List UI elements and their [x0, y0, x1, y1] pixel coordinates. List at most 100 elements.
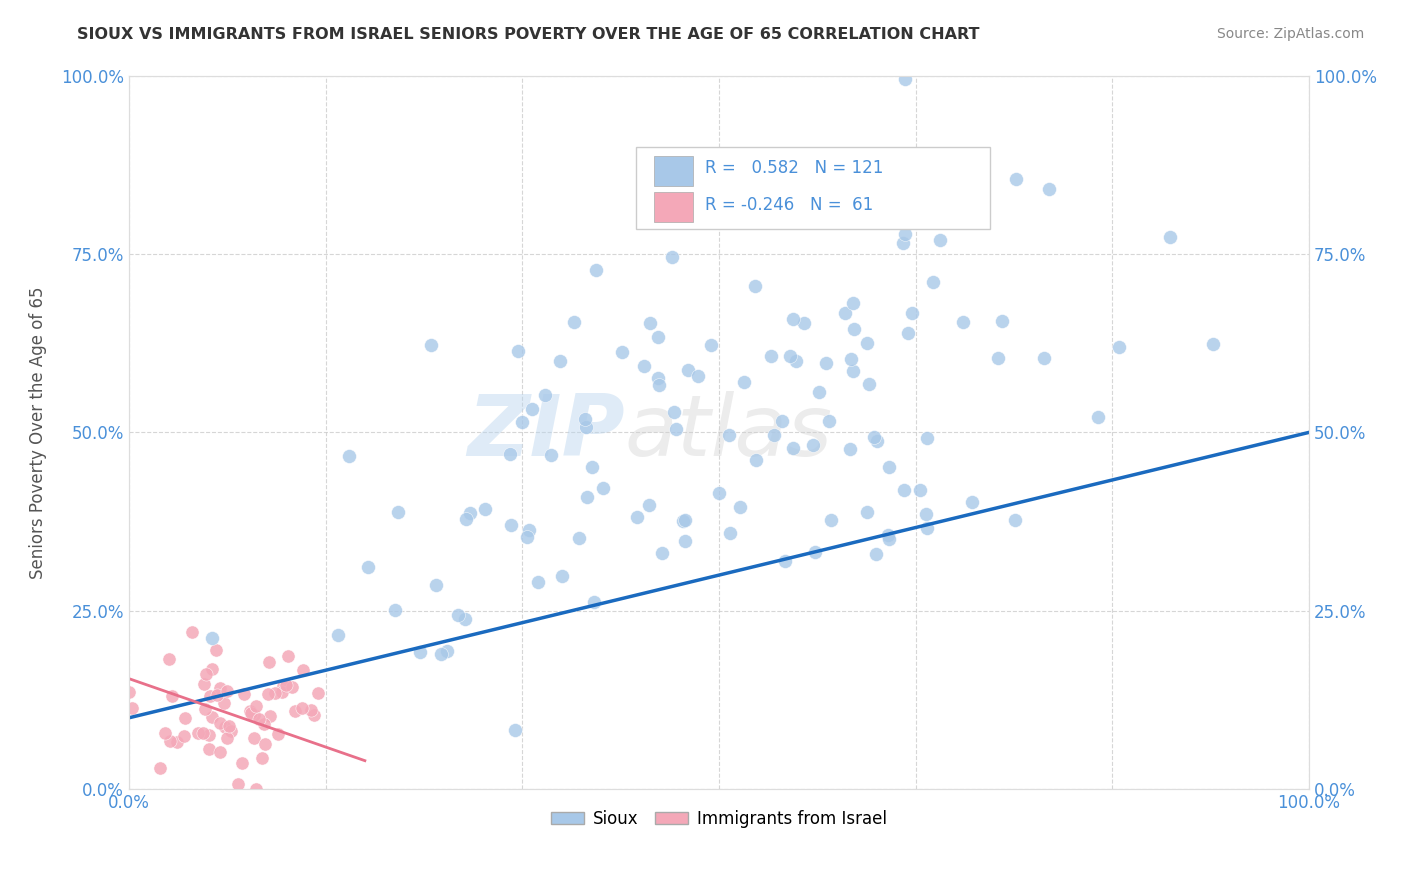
- Point: [540, 448, 562, 462]
- Point: [474, 501, 496, 516]
- Point: [173, 711, 195, 725]
- Point: [454, 611, 477, 625]
- Text: SIOUX VS IMMIGRANTS FROM ISRAEL SENIORS POVERTY OVER THE AGE OF 65 CORRELATION C: SIOUX VS IMMIGRANTS FROM ISRAEL SENIORS …: [77, 27, 980, 42]
- Point: [240, 706, 263, 720]
- Point: [839, 352, 862, 367]
- Point: [201, 710, 224, 724]
- Point: [254, 737, 277, 751]
- Point: [153, 726, 176, 740]
- Point: [762, 428, 785, 442]
- Point: [673, 513, 696, 527]
- Y-axis label: Seniors Poverty Over the Age of 65: Seniors Poverty Over the Age of 65: [30, 286, 46, 579]
- Point: [425, 578, 447, 592]
- Point: [925, 176, 948, 190]
- Point: [770, 414, 793, 428]
- Point: [661, 250, 683, 264]
- Point: [638, 498, 661, 512]
- Bar: [654, 192, 693, 222]
- Point: [231, 756, 253, 770]
- Point: [891, 236, 914, 251]
- Point: [717, 428, 740, 442]
- Point: [773, 554, 796, 568]
- Point: [446, 608, 468, 623]
- Point: [793, 316, 815, 330]
- Point: [121, 700, 143, 714]
- Point: [700, 338, 723, 352]
- Point: [118, 685, 141, 699]
- Point: [581, 459, 603, 474]
- Point: [267, 727, 290, 741]
- Point: [160, 689, 183, 703]
- Point: [243, 731, 266, 746]
- Point: [284, 704, 307, 718]
- Point: [647, 330, 669, 344]
- Point: [460, 506, 482, 520]
- Point: [270, 685, 292, 699]
- Point: [517, 523, 540, 537]
- Point: [1202, 336, 1225, 351]
- Text: ZIP: ZIP: [467, 391, 624, 474]
- Point: [651, 546, 673, 560]
- Point: [499, 447, 522, 461]
- Point: [894, 72, 917, 87]
- Point: [915, 507, 938, 521]
- Point: [193, 677, 215, 691]
- Point: [673, 533, 696, 548]
- Point: [585, 263, 607, 277]
- Point: [877, 532, 900, 546]
- Point: [785, 354, 807, 368]
- Point: [648, 377, 671, 392]
- Text: R =   0.582   N = 121: R = 0.582 N = 121: [704, 160, 883, 178]
- Point: [205, 642, 228, 657]
- Point: [856, 505, 879, 519]
- Point: [198, 742, 221, 756]
- Point: [516, 530, 538, 544]
- Point: [198, 689, 221, 703]
- Point: [952, 315, 974, 329]
- Point: [245, 782, 267, 797]
- Point: [209, 681, 232, 695]
- Point: [194, 702, 217, 716]
- Point: [807, 385, 830, 400]
- Point: [384, 603, 406, 617]
- Point: [218, 718, 240, 732]
- Point: [291, 701, 314, 715]
- Point: [638, 316, 661, 330]
- Point: [676, 363, 699, 377]
- Point: [718, 526, 741, 541]
- Point: [149, 761, 172, 775]
- Point: [387, 505, 409, 519]
- Point: [208, 745, 231, 759]
- Point: [187, 726, 209, 740]
- Point: [499, 518, 522, 533]
- Point: [1038, 182, 1060, 196]
- Point: [633, 359, 655, 374]
- Point: [842, 296, 865, 310]
- Point: [894, 227, 917, 242]
- Point: [526, 575, 548, 590]
- Point: [247, 712, 270, 726]
- Point: [745, 453, 768, 467]
- Point: [574, 412, 596, 426]
- Point: [205, 688, 228, 702]
- Point: [1159, 230, 1181, 244]
- Point: [215, 731, 238, 745]
- Point: [1032, 351, 1054, 366]
- Text: atlas: atlas: [624, 391, 832, 474]
- Point: [201, 662, 224, 676]
- FancyBboxPatch shape: [637, 147, 990, 229]
- Point: [159, 734, 181, 748]
- Point: [582, 595, 605, 609]
- Point: [927, 204, 949, 219]
- Point: [430, 647, 453, 661]
- Point: [803, 545, 825, 559]
- Bar: [654, 156, 693, 186]
- Point: [838, 442, 860, 457]
- Point: [326, 628, 349, 642]
- Point: [1004, 513, 1026, 527]
- Point: [159, 651, 181, 665]
- Point: [257, 655, 280, 669]
- Point: [855, 335, 877, 350]
- Point: [512, 415, 534, 429]
- Point: [966, 207, 988, 221]
